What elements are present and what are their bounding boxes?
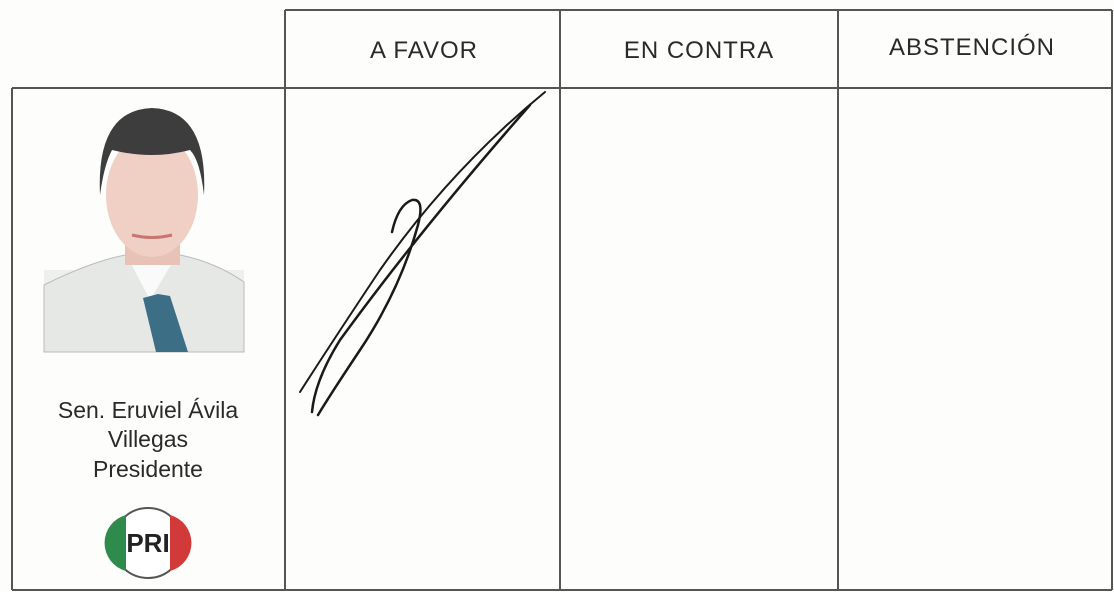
logo-text: PRI: [126, 528, 169, 558]
signature-stroke: [316, 198, 422, 417]
portrait-face: [106, 133, 198, 257]
senator-role: Presidente: [93, 456, 203, 482]
signature: [299, 91, 546, 417]
party-logo: PRI: [104, 507, 192, 579]
senator-name: Sen. Eruviel Ávila: [58, 397, 238, 423]
portrait-mouth: [131, 233, 173, 239]
portrait-shirt: [128, 258, 175, 300]
signature-stroke: [299, 91, 546, 393]
signature-stroke: [310, 103, 532, 414]
senator-name: Villegas: [108, 426, 188, 452]
column-header: ABSTENCIÓN: [889, 34, 1055, 61]
portrait-hair: [99, 108, 205, 195]
logo-red: [170, 515, 192, 571]
table-grid: [11, 9, 1113, 591]
logo-green: [104, 515, 126, 571]
portrait: [43, 108, 245, 353]
column-header: A FAVOR: [370, 37, 478, 64]
column-header: EN CONTRA: [624, 37, 774, 64]
portrait-tie: [143, 294, 188, 352]
